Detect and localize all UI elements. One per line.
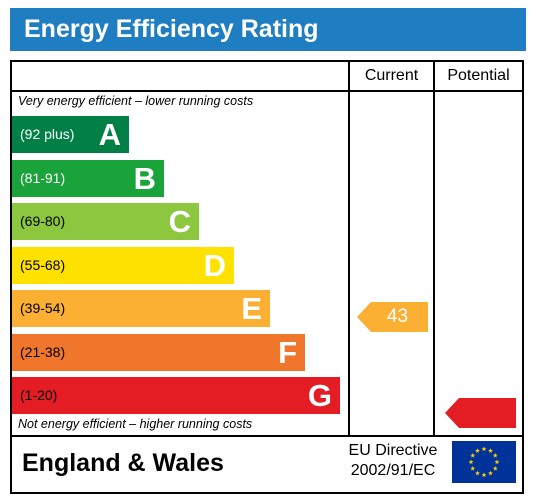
eu-star-icon [492, 452, 498, 458]
eu-star-icon [470, 465, 476, 471]
band-range-label: (39-54) [20, 300, 66, 316]
band-range-label: (21-38) [20, 343, 66, 360]
eu-star-icon [494, 459, 500, 465]
band-letter: B [133, 160, 156, 196]
band-letter: F [278, 334, 297, 370]
bottom-note: Not energy efficient – higher running co… [18, 417, 253, 431]
potential-column-divider [433, 60, 435, 436]
band-range-label: (1-20) [20, 387, 58, 403]
directive-line-2: 2002/91/EC [350, 462, 436, 479]
eu-star-icon [481, 472, 487, 478]
eu-star-icon [468, 459, 474, 465]
region-label: England & Wales [22, 449, 224, 477]
eu-star-icon [470, 452, 476, 458]
band-letter: C [168, 204, 191, 239]
band-g: (1-20) G [12, 377, 340, 414]
directive-line-1: EU Directive [348, 442, 438, 459]
band-range-label: (92 plus) [20, 126, 75, 142]
current-column-divider [348, 60, 350, 436]
potential-column-header: Potential [447, 67, 510, 84]
eu-star-icon [488, 448, 493, 453]
current-rating-value: 43 [386, 306, 409, 327]
band-letter: A [98, 117, 121, 152]
current-column-header: Current [364, 67, 419, 84]
band-f: (21-38) F [12, 333, 305, 371]
band-range-label: (55-68) [20, 256, 66, 273]
band-letter: E [241, 291, 262, 326]
band-range-label: (81-91) [20, 169, 66, 186]
band-letter: G [307, 378, 332, 413]
band-d: (55-68) D [12, 246, 234, 284]
eu-star-icon [475, 470, 480, 476]
eu-star-icon [481, 446, 487, 452]
footer-divider [10, 435, 524, 437]
eu-star-icon [488, 470, 493, 476]
header-row-divider [10, 90, 524, 92]
top-note: Very energy efficient – lower running co… [18, 94, 254, 108]
eu-flag-icon [452, 441, 516, 483]
band-letter: D [203, 247, 226, 283]
band-range-label: (69-80) [20, 213, 66, 229]
band-e: (39-54) E [12, 290, 270, 327]
chart-title: Energy Efficiency Rating [10, 8, 526, 51]
potential-rating-arrow [445, 398, 516, 428]
band-b: (81-91) B [12, 159, 164, 197]
eu-star-icon [475, 448, 480, 453]
rating-table [10, 60, 524, 494]
eu-star-icon [492, 465, 498, 471]
eu-directive: EU Directive 2002/91/EC [340, 441, 446, 481]
current-rating-arrow: 43 [357, 302, 428, 332]
band-a: (92 plus) A [12, 116, 129, 153]
band-c: (69-80) C [12, 203, 199, 240]
